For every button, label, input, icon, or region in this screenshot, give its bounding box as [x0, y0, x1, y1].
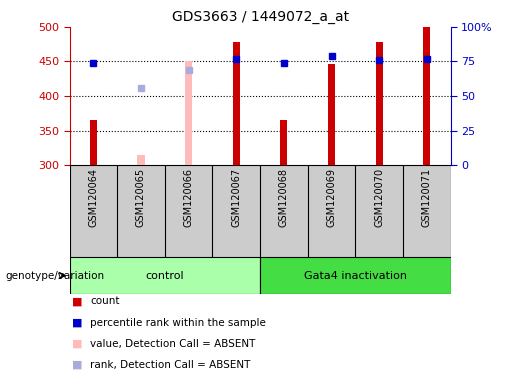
- Text: genotype/variation: genotype/variation: [5, 270, 104, 281]
- Bar: [260, 257, 451, 294]
- Bar: [90, 120, 97, 165]
- Text: control: control: [146, 270, 184, 281]
- Text: GSM120064: GSM120064: [89, 168, 98, 227]
- Text: GSM120067: GSM120067: [231, 168, 241, 227]
- Text: Gata4 inactivation: Gata4 inactivation: [304, 270, 407, 281]
- Bar: [233, 42, 240, 165]
- Text: ■: ■: [72, 318, 82, 328]
- Text: GSM120066: GSM120066: [184, 168, 194, 227]
- Bar: [328, 63, 335, 165]
- Bar: [280, 120, 287, 165]
- Text: GSM120069: GSM120069: [327, 168, 336, 227]
- Bar: [375, 42, 383, 165]
- Text: ■: ■: [72, 339, 82, 349]
- Bar: [185, 61, 192, 165]
- Text: percentile rank within the sample: percentile rank within the sample: [90, 318, 266, 328]
- Text: rank, Detection Call = ABSENT: rank, Detection Call = ABSENT: [90, 360, 250, 370]
- Text: GSM120070: GSM120070: [374, 168, 384, 227]
- Text: count: count: [90, 296, 119, 306]
- Text: ■: ■: [72, 296, 82, 306]
- Bar: [423, 27, 431, 165]
- Text: GSM120068: GSM120068: [279, 168, 289, 227]
- Text: GSM120071: GSM120071: [422, 168, 432, 227]
- Title: GDS3663 / 1449072_a_at: GDS3663 / 1449072_a_at: [171, 10, 349, 25]
- Text: GSM120065: GSM120065: [136, 168, 146, 227]
- Text: value, Detection Call = ABSENT: value, Detection Call = ABSENT: [90, 339, 255, 349]
- Text: ■: ■: [72, 360, 82, 370]
- Bar: [70, 257, 260, 294]
- Bar: [138, 155, 145, 165]
